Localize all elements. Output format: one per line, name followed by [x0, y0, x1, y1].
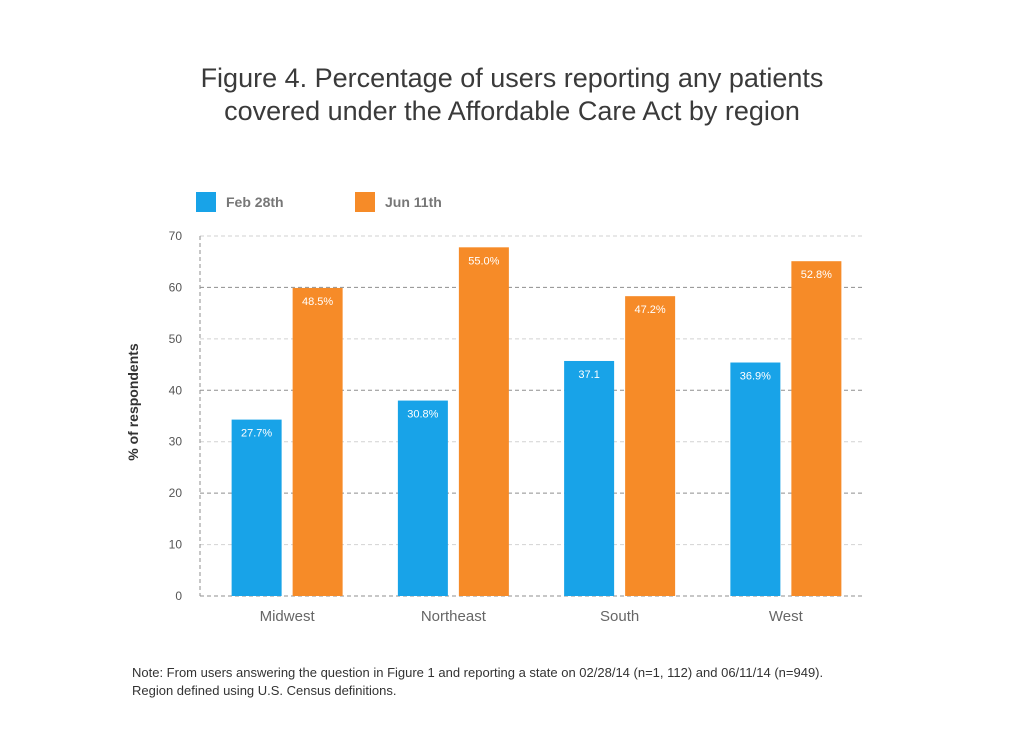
bar-value-label: 30.8% — [407, 409, 438, 421]
y-axis: 0 10 20 30 40 50 60 70 — [169, 229, 183, 603]
x-tick-label: West — [769, 608, 804, 625]
bar-value-label: 27.7% — [241, 428, 272, 440]
footnote-line-2: Region defined using U.S. Census definit… — [132, 683, 397, 698]
y-tick-label: 10 — [169, 538, 183, 552]
legend-swatch-1 — [196, 192, 216, 212]
x-tick-label: Northeast — [421, 608, 487, 625]
bar-midwest-series-2 — [292, 287, 343, 596]
legend: Feb 28th Jun 11th — [196, 192, 442, 212]
bars: 27.7% 48.5% 30.8% 55.0% 37.1 47.2% 36.9% 52.8% — [231, 247, 842, 597]
x-tick-label: Midwest — [260, 608, 316, 625]
y-tick-label: 0 — [175, 589, 182, 603]
y-tick-label: 20 — [169, 486, 183, 500]
bar-northeast-series-2 — [458, 247, 509, 597]
y-tick-label: 70 — [169, 229, 183, 243]
bar-south-series-1 — [564, 360, 615, 596]
y-tick-label: 50 — [169, 332, 183, 346]
legend-label-2: Jun 11th — [385, 194, 442, 210]
bar-value-label: 37.1 — [578, 369, 599, 381]
y-tick-label: 40 — [169, 383, 183, 397]
bar-value-label: 47.2% — [635, 304, 666, 316]
legend-swatch-2 — [355, 192, 375, 212]
bar-value-label: 52.8% — [801, 269, 832, 281]
footnote: Note: From users answering the question … — [132, 664, 823, 700]
x-axis: Midwest Northeast South West — [260, 608, 804, 625]
x-tick-label: South — [600, 608, 639, 625]
bar-west-series-1 — [730, 362, 781, 596]
bar-value-label: 55.0% — [468, 255, 499, 267]
y-axis-label: % of respondents — [125, 343, 141, 461]
bar-south-series-2 — [625, 296, 676, 596]
y-tick-label: 60 — [169, 280, 183, 294]
bar-midwest-series-1 — [231, 419, 282, 596]
chart-title-line-2: covered under the Affordable Care Act by… — [224, 96, 800, 126]
y-tick-label: 30 — [169, 435, 183, 449]
chart-title-line-1: Figure 4. Percentage of users reporting … — [200, 63, 824, 93]
legend-label-1: Feb 28th — [226, 194, 284, 210]
bar-chart: Feb 28th Jun 11th 0 10 20 30 40 50 60 70 27.7% 48… — [125, 192, 865, 625]
bar-west-series-2 — [791, 261, 842, 596]
footnote-line-1: Note: From users answering the question … — [132, 665, 824, 680]
bar-northeast-series-1 — [397, 400, 448, 596]
chart-title: Figure 4. Percentage of users reporting … — [0, 62, 1024, 128]
bar-value-label: 48.5% — [302, 296, 333, 308]
bar-value-label: 36.9% — [740, 371, 771, 383]
